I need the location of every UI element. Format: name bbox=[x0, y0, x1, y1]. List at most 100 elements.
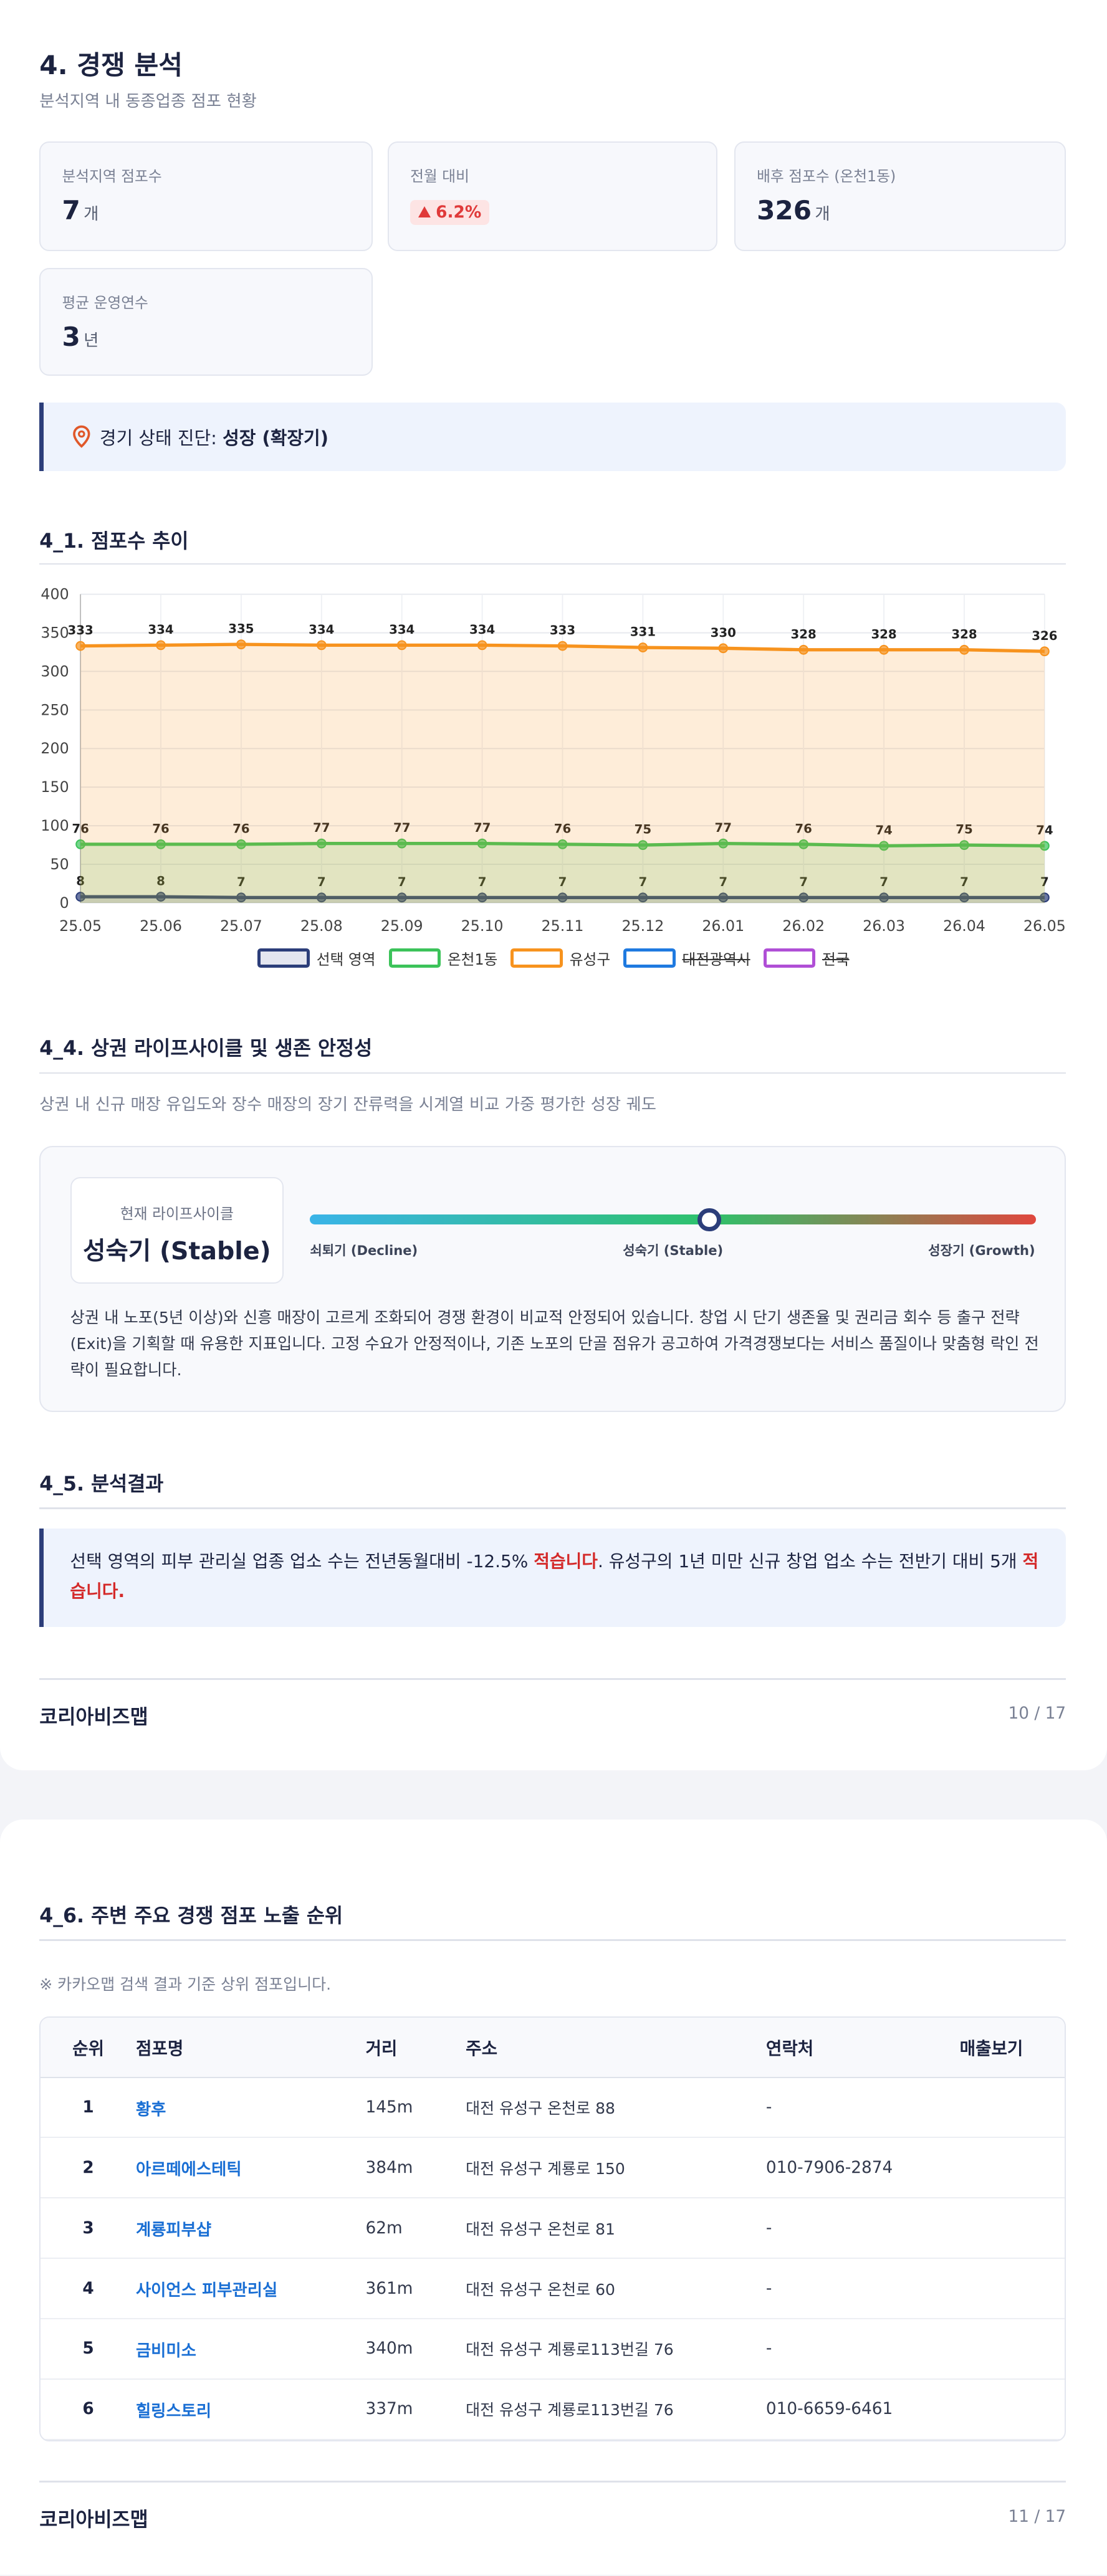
point bbox=[718, 838, 729, 849]
point bbox=[477, 838, 487, 849]
data-label: 76 bbox=[152, 822, 169, 836]
divider bbox=[39, 1939, 1066, 1941]
legend-swatch bbox=[510, 948, 563, 968]
x-tick-label: 25.06 bbox=[140, 917, 182, 935]
scale-label: 성장기 (Growth) bbox=[928, 1243, 1035, 1259]
table-cell: 대전 유성구 온천로 81 bbox=[466, 2198, 766, 2259]
legend-label: 선택 영역 bbox=[316, 951, 376, 969]
data-label: 74 bbox=[875, 823, 892, 837]
x-tick-label: 26.01 bbox=[702, 917, 744, 935]
point bbox=[396, 892, 407, 903]
table-cell: 010-6659-6461 bbox=[765, 2378, 960, 2440]
table-cell: 145m bbox=[365, 2077, 466, 2139]
value: 6.2% bbox=[436, 203, 482, 222]
point bbox=[316, 640, 327, 651]
point bbox=[798, 839, 809, 850]
legend-swatch bbox=[388, 948, 441, 968]
y-tick-label: 200 bbox=[41, 740, 69, 757]
data-label: 77 bbox=[715, 821, 732, 835]
legend-swatch bbox=[763, 948, 816, 968]
data-label: 77 bbox=[393, 821, 410, 835]
table-cell: 4 bbox=[41, 2258, 136, 2320]
data-label: 326 bbox=[1032, 629, 1057, 643]
data-label: 77 bbox=[474, 821, 491, 835]
header-cell: 주소 bbox=[466, 2017, 766, 2078]
area bbox=[80, 644, 1045, 904]
data-label: 7 bbox=[237, 875, 246, 889]
store-name: 사이언스 피부관리실 bbox=[135, 2258, 366, 2320]
result-text: 선택 영역의 피부 관리실 업종 업소 수는 전년동월대비 -12.5% 적습니… bbox=[70, 1547, 1045, 1606]
x-tick-label: 26.05 bbox=[1023, 917, 1066, 935]
data-label: 7 bbox=[398, 875, 406, 889]
x-tick-label: 25.05 bbox=[59, 917, 102, 935]
x-tick-label: 25.11 bbox=[542, 917, 584, 935]
data-label: 333 bbox=[67, 623, 93, 637]
ranking-note: ※ 카카오맵 검색 결과 기준 상위 점포입니다. bbox=[39, 1975, 332, 1993]
table-cell: 384m bbox=[365, 2137, 466, 2199]
store-name: 힐링스토리 bbox=[135, 2378, 366, 2440]
header-row: 순위 점포명 거리 주소 연락처 매출보기 bbox=[41, 2017, 1065, 2078]
point bbox=[879, 645, 889, 655]
point bbox=[638, 840, 648, 851]
x-tick-label: 26.02 bbox=[782, 917, 825, 935]
point bbox=[718, 643, 729, 654]
current-label: 현재 라이프사이클 bbox=[120, 1205, 234, 1223]
divider bbox=[39, 1072, 1066, 1074]
line-chart: 0 50 100 150 200 250 300 350 400 25.05 25.06 25.07 2… bbox=[41, 586, 1066, 935]
value: 3 bbox=[62, 321, 80, 352]
legend-item: 선택 영역 bbox=[257, 947, 375, 969]
section-title: 4. 경쟁 분석 bbox=[39, 50, 183, 81]
lifecycle-bar bbox=[310, 1214, 1037, 1225]
change-badge: 6.2% bbox=[410, 199, 490, 226]
divider bbox=[39, 2481, 1066, 2483]
ranking-heading: 4_6. 주변 주요 경쟁 점포 노출 순위 bbox=[39, 1904, 343, 1927]
data-label: 335 bbox=[228, 622, 254, 636]
table-cell: 대전 유성구 계룡로113번길 76 bbox=[466, 2378, 766, 2440]
point bbox=[798, 892, 809, 903]
data-label: 74 bbox=[1036, 823, 1053, 837]
point bbox=[477, 892, 487, 903]
table-row: 6 힐링스토리 337m 대전 유성구 계룡로113번길 76 010-6659-646… bbox=[41, 2378, 1065, 2440]
table-cell: 361m bbox=[365, 2258, 466, 2320]
divider bbox=[39, 1507, 1066, 1509]
divider bbox=[39, 563, 1066, 565]
lifecycle-description: 상권 내 신규 매장 유입도와 장수 매장의 장기 잔류력을 시계열 비교 가중… bbox=[39, 1095, 656, 1114]
store-name: 금비미소 bbox=[135, 2319, 366, 2380]
legend-swatch bbox=[257, 948, 310, 968]
data-label: 328 bbox=[791, 627, 817, 642]
result-segment: 선택 영역의 피부 관리실 업종 업소 수는 전년동월대비 -12.5% bbox=[70, 1551, 534, 1572]
data-label: 75 bbox=[956, 823, 972, 837]
data-label: 331 bbox=[630, 625, 656, 639]
point bbox=[75, 839, 86, 850]
table-wrap: 순위 점포명 거리 주소 연락처 매출보기 1 황후 145m 대전 유성구 온천로 88-2 아르… bbox=[39, 2016, 1066, 2441]
point bbox=[1039, 892, 1050, 903]
point bbox=[156, 839, 166, 850]
value: 326 bbox=[757, 194, 812, 226]
table-cell: 5 bbox=[41, 2319, 136, 2380]
point bbox=[236, 839, 246, 850]
data-label: 75 bbox=[635, 823, 651, 837]
table-cell bbox=[959, 2319, 1065, 2380]
data-label: 7 bbox=[558, 875, 567, 889]
x-tick-label: 25.10 bbox=[461, 917, 504, 935]
y-tick-label: 300 bbox=[41, 663, 69, 680]
point bbox=[959, 840, 969, 851]
x-tick-label: 25.12 bbox=[621, 917, 664, 935]
card-value: 326 개 bbox=[757, 195, 830, 226]
brand: 코리아비즈맵 bbox=[39, 2509, 148, 2532]
x-tick-label: 26.03 bbox=[863, 917, 905, 935]
data-label: 334 bbox=[389, 623, 415, 637]
table-cell bbox=[959, 2077, 1065, 2139]
data-label: 7 bbox=[879, 875, 888, 889]
card-label: 평균 운영연수 bbox=[62, 293, 148, 312]
table-row: 5 금비미소 340m 대전 유성구 계룡로113번길 76- bbox=[41, 2319, 1065, 2380]
table-cell: 대전 유성구 온천로 60 bbox=[466, 2258, 766, 2320]
data-label: 334 bbox=[148, 623, 173, 637]
point bbox=[959, 892, 969, 903]
result-segment: 적습니다. bbox=[70, 1551, 1039, 1601]
point bbox=[396, 838, 407, 849]
